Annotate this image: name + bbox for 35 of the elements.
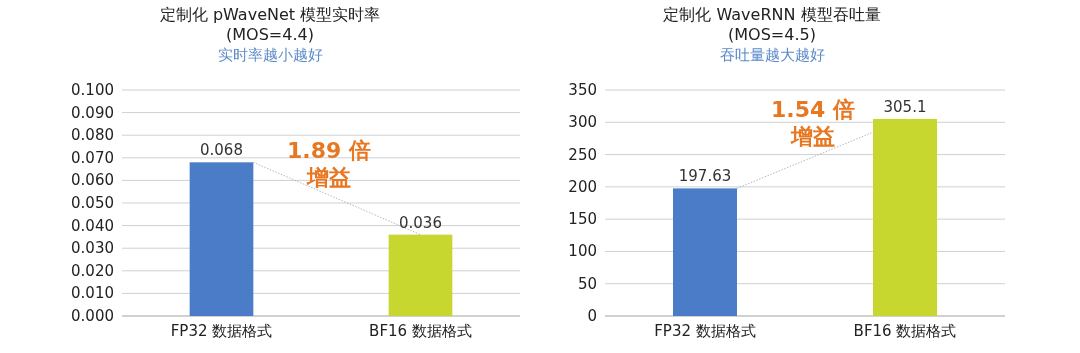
annotation: 增益 [790, 124, 835, 150]
x-tick-label: BF16 数据格式 [853, 322, 957, 340]
annotation: 1.89 倍 [287, 137, 371, 163]
y-tick-label: 250 [568, 145, 597, 164]
y-tick-label: 0.000 [71, 307, 114, 325]
y-tick-label: 0.050 [71, 194, 114, 212]
y-tick-label: 50 [577, 274, 597, 293]
chart-title: 定制化 WaveRNN 模型吞吐量 (MOS=4.5) [663, 5, 881, 44]
data-label: 0.068 [200, 141, 243, 160]
y-tick-label: 0.060 [71, 171, 114, 190]
y-tick-label: 150 [568, 210, 597, 229]
y-tick-label: 200 [568, 177, 597, 196]
y-tick-label: 0 [587, 307, 597, 325]
chart-subtitle: 吞吐量越大越好 [719, 46, 825, 64]
annotation: 增益 [306, 164, 351, 190]
y-tick-label: 0.030 [71, 239, 114, 258]
y-tick-label: 0.090 [71, 103, 114, 122]
x-tick-label: FP32 数据格式 [654, 322, 756, 340]
y-tick-label: 0.010 [71, 284, 114, 303]
y-tick-label: 100 [568, 242, 597, 261]
y-tick-label: 0.080 [71, 126, 114, 145]
x-tick-label: BF16 数据格式 [369, 322, 472, 340]
chart-subtitle: 实时率越小越好 [217, 46, 323, 64]
y-tick-label: 300 [568, 113, 597, 132]
chart-title: 定制化 pWaveNet 模型实时率 (MOS=4.4) [159, 5, 381, 44]
y-tick-label: 0.100 [71, 81, 114, 99]
y-tick-label: 0.020 [71, 261, 114, 280]
annotation: 1.54 倍 [771, 97, 855, 123]
y-tick-label: 0.070 [71, 148, 114, 167]
y-tick-label: 350 [568, 81, 597, 99]
y-tick-label: 0.040 [71, 216, 114, 235]
x-tick-label: FP32 数据格式 [170, 322, 273, 340]
data-label: 305.1 [883, 97, 927, 116]
data-label: 197.63 [678, 167, 732, 186]
data-label: 0.036 [399, 213, 442, 232]
